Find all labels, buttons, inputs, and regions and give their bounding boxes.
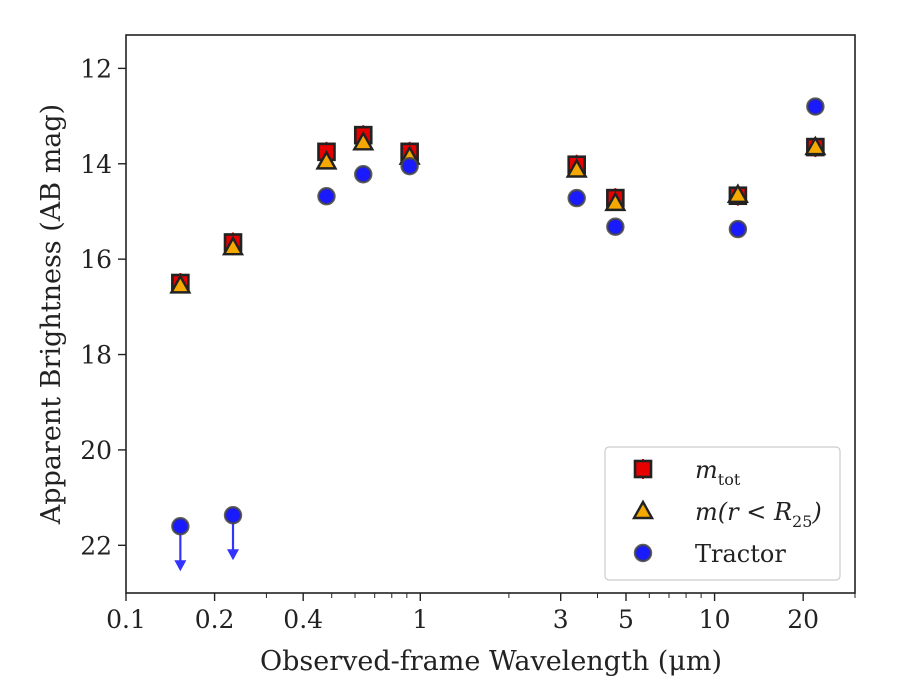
legend-entry-label: mtot — [695, 456, 741, 489]
axes-layer: 0.1 0.2 0.4 1 3 5 10 20 12 14 16 18 20 22 — [80, 34, 856, 634]
data-point-triangle — [352, 130, 375, 151]
data-point-triangle — [804, 135, 827, 156]
y-axis-label: Apparent Brightness (AB mag) — [36, 104, 67, 525]
y-tick-label: 14 — [80, 150, 112, 179]
y-tick-label: 16 — [80, 245, 112, 274]
series-circle — [171, 97, 825, 572]
x-tick-label: 1 — [412, 605, 428, 634]
legend: mtot m(r < R25) Tractor — [604, 446, 841, 581]
legend-marker-triangle — [631, 499, 655, 520]
legend-box — [604, 446, 841, 581]
upper-limit-arrow-head — [174, 560, 187, 572]
data-point-triangle — [726, 183, 749, 203]
x-tick-label: 5 — [618, 605, 634, 634]
data-point-triangle — [315, 149, 338, 170]
data-point-triangle — [565, 158, 588, 178]
x-tick-label: 0.1 — [106, 605, 146, 634]
x-tick-label: 20 — [787, 605, 819, 634]
y-tick-label: 20 — [80, 436, 112, 465]
legend-entry-label: Tractor — [695, 540, 786, 568]
axes-frame — [125, 34, 856, 594]
series-triangle — [169, 130, 827, 294]
y-tick-label: 18 — [80, 341, 112, 370]
x-tick-label: 0.2 — [195, 605, 235, 634]
legend-entry-label: m(r < R25) — [695, 498, 822, 531]
legend-marker-square — [633, 459, 653, 479]
plot-layer — [169, 97, 827, 572]
x-axis-label: Observed-frame Wavelength (μm) — [260, 646, 722, 677]
series-square — [171, 125, 825, 293]
x-tick-label: 10 — [699, 605, 731, 634]
y-tick-label: 12 — [80, 54, 112, 83]
data-point-triangle — [221, 235, 245, 256]
data-point-triangle — [169, 273, 192, 294]
upper-limit-arrow-head — [227, 549, 240, 561]
data-point-triangle — [604, 191, 627, 212]
y-tick-label: 22 — [80, 531, 112, 560]
x-tick-label: 0.4 — [283, 605, 323, 634]
x-tick-label: 3 — [553, 605, 569, 634]
